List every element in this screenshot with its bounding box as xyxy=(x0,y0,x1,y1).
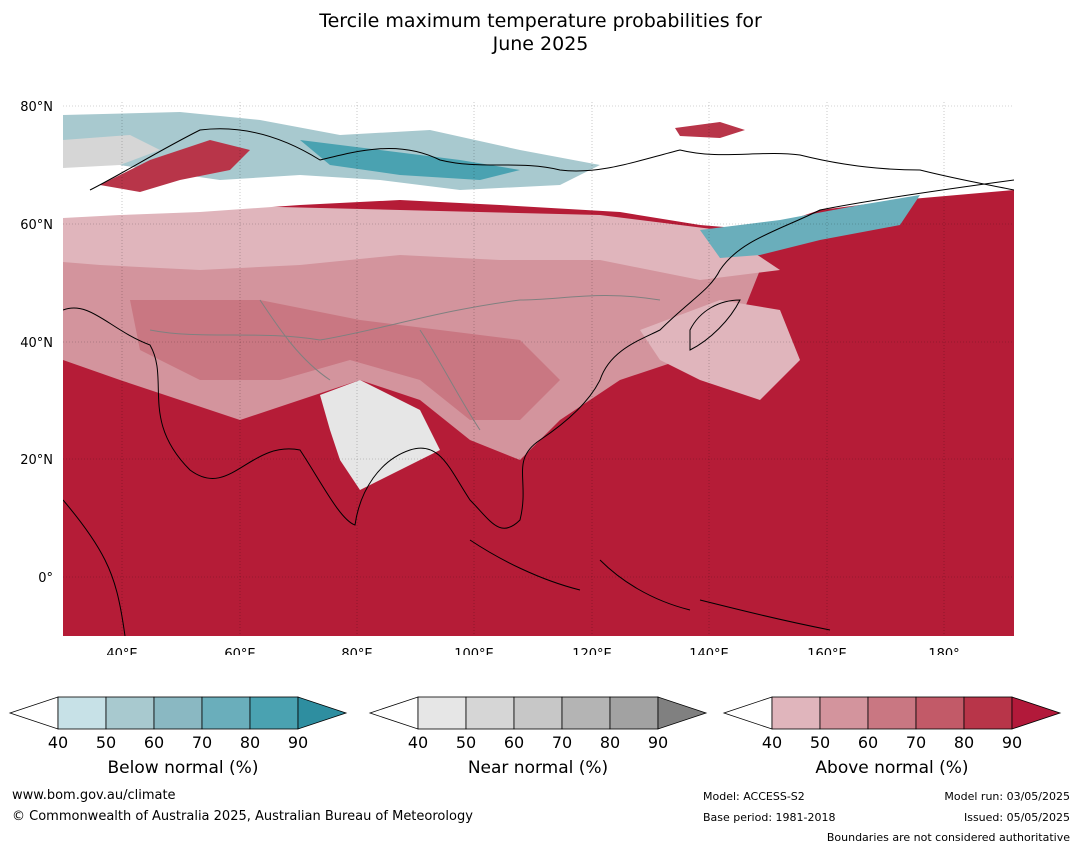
longitude-label: 60°E xyxy=(224,647,255,655)
longitude-labels: 40°E 60°E 80°E 100°E 120°E 140°E 160°E 180° xyxy=(106,647,959,655)
colorbar-extend-left xyxy=(8,696,59,730)
latitude-label: 80°N xyxy=(20,100,53,115)
model-text: Model: ACCESS-S2 xyxy=(703,790,805,803)
colorbar-segment xyxy=(201,696,251,730)
colorbar-segment xyxy=(819,696,869,730)
colorbar-segment xyxy=(57,696,107,730)
longitude-label: 140°E xyxy=(689,647,729,655)
colorbar-below-normal: 40 50 60 70 80 90 xyxy=(8,696,348,750)
colorbar-tick-label: 50 xyxy=(810,733,830,750)
longitude-label: 180° xyxy=(928,647,959,655)
colorbar-tick-label: 90 xyxy=(288,733,308,750)
colorbar-segment xyxy=(249,696,299,730)
website-text: www.bom.gov.au/climate xyxy=(12,788,176,803)
model-run-text: Model run: 03/05/2025 xyxy=(944,790,1070,803)
longitude-label: 120°E xyxy=(572,647,612,655)
colorbar-tick-label: 40 xyxy=(408,733,428,750)
longitude-label: 160°E xyxy=(807,647,847,655)
region-near-gray xyxy=(63,135,160,168)
colorbar-near-normal: 40 50 60 70 80 90 xyxy=(368,696,708,750)
colorbar-segment xyxy=(867,696,917,730)
region-below-east xyxy=(700,195,920,258)
colorbar-segment xyxy=(513,696,563,730)
colorbar-extend-left xyxy=(722,696,773,730)
colorbar-label-above: Above normal (%) xyxy=(815,758,969,778)
region-japan-light xyxy=(640,300,800,400)
coastline-africa xyxy=(63,499,126,636)
coastline-arctic xyxy=(89,128,1014,191)
colorbar-segment xyxy=(771,696,821,730)
title-line-2: June 2025 xyxy=(492,33,589,55)
copyright-text: © Commonwealth of Australia 2025, Austra… xyxy=(12,809,473,824)
region-above-scandinavia xyxy=(100,140,250,192)
colorbar-tick-label: 70 xyxy=(192,733,212,750)
colorbar-tick-label: 60 xyxy=(858,733,878,750)
colorbar-segment xyxy=(153,696,203,730)
colorbar-above-normal: 40 50 60 70 80 90 xyxy=(722,696,1062,750)
title-line-1: Tercile maximum temperature probabilitie… xyxy=(319,10,762,32)
coastline-indonesia xyxy=(469,539,831,631)
colorbar-segment xyxy=(465,696,515,730)
coastline-eurasia xyxy=(63,179,1014,529)
colorbar-tick-label: 80 xyxy=(240,733,260,750)
latitude-label: 60°N xyxy=(20,218,53,233)
colorbar-tick-label: 70 xyxy=(552,733,572,750)
disclaimer-text: Boundaries are not considered authoritat… xyxy=(826,831,1070,844)
colorbar-tick-label: 40 xyxy=(762,733,782,750)
colorbar-segment xyxy=(561,696,611,730)
latitude-label: 40°N xyxy=(20,336,53,351)
latitude-label: 0° xyxy=(38,571,53,586)
colorbar-tick-label: 50 xyxy=(96,733,116,750)
region-india-light xyxy=(320,380,440,490)
colorbar-tick-label: 70 xyxy=(906,733,926,750)
colorbar-tick-label: 60 xyxy=(144,733,164,750)
coastline-japan xyxy=(689,299,741,351)
graticule xyxy=(63,102,1014,636)
issued-text: Issued: 05/05/2025 xyxy=(963,811,1070,824)
chart-title: Tercile maximum temperature probabilitie… xyxy=(0,10,1081,56)
colorbar-tick-label: 80 xyxy=(954,733,974,750)
colorbar-extend-right xyxy=(657,696,708,730)
region-above-60 xyxy=(130,300,560,420)
colorbar-extend-left xyxy=(368,696,419,730)
colorbar-tick-label: 50 xyxy=(456,733,476,750)
latitude-labels: 80°N 60°N 40°N 20°N 0° xyxy=(20,100,53,586)
base-period-text: Base period: 1981-2018 xyxy=(703,811,836,824)
colorbar-label-below: Below normal (%) xyxy=(107,758,259,778)
longitude-label: 80°E xyxy=(341,647,372,655)
country-borders xyxy=(149,295,661,431)
colorbar-tick-label: 80 xyxy=(600,733,620,750)
colorbar-tick-label: 90 xyxy=(1002,733,1022,750)
colorbar-extend-right xyxy=(297,696,348,730)
longitude-label: 100°E xyxy=(454,647,494,655)
colorbar-segment xyxy=(963,696,1013,730)
longitude-label: 40°E xyxy=(106,647,137,655)
colorbar-tick-label: 60 xyxy=(504,733,524,750)
colorbar-segment xyxy=(417,696,467,730)
latitude-label: 20°N xyxy=(20,453,53,468)
region-below-70 xyxy=(300,140,520,180)
colorbar-segment xyxy=(609,696,659,730)
colorbar-tick-label: 40 xyxy=(48,733,68,750)
probability-map: 80°N 60°N 40°N 20°N 0° 40°E 60°E 80°E 100°E 120°… xyxy=(20,100,1014,655)
colorbar-tick-label: 90 xyxy=(648,733,668,750)
colorbar-segment xyxy=(105,696,155,730)
colorbar-extend-right xyxy=(1011,696,1062,730)
colorbar-segment xyxy=(915,696,965,730)
region-above-40 xyxy=(63,200,780,280)
colorbar-label-near: Near normal (%) xyxy=(467,758,609,778)
region-above-siberia xyxy=(675,122,745,138)
